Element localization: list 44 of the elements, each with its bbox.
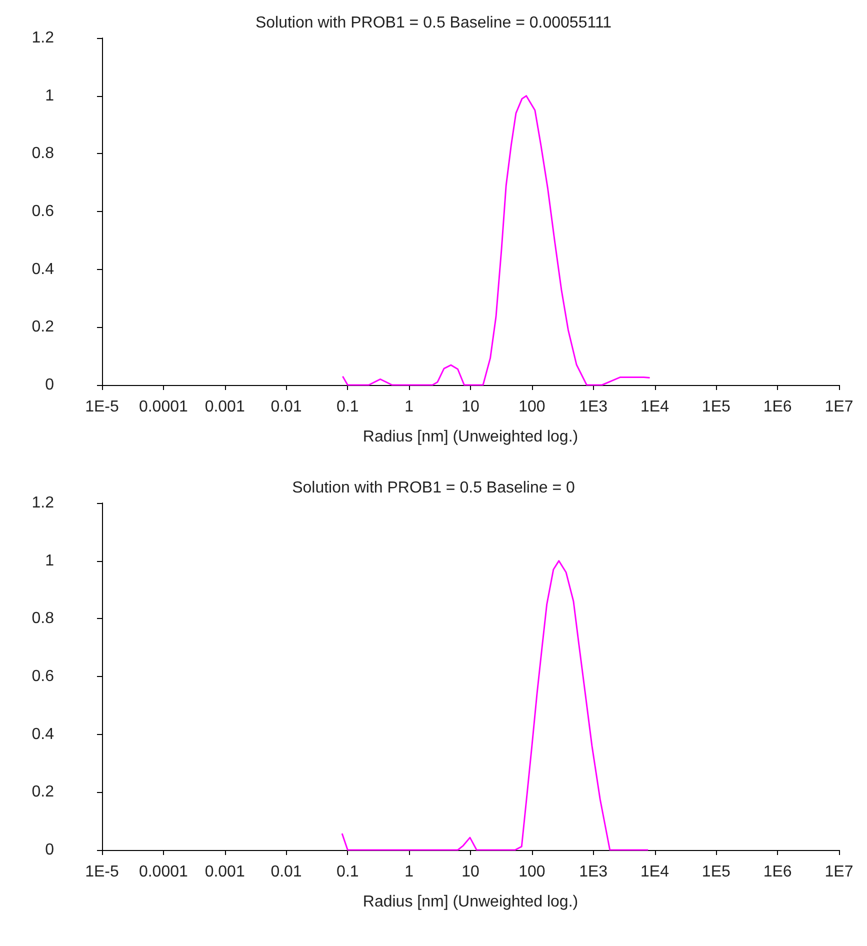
y-tick-label: 0.4 <box>32 260 54 278</box>
y-tick-label: 0 <box>45 842 54 858</box>
x-tick-label: 0.0001 <box>138 864 188 880</box>
x-tick-label: 1E-5 <box>85 864 119 880</box>
x-tick-label: 0.1 <box>336 398 359 416</box>
chart-title: Solution with PROB1 = 0.5 Baseline = 0.00055111 <box>255 14 612 32</box>
x-tick-label: 1E5 <box>702 398 731 416</box>
x-tick-label: 0.01 <box>270 864 302 880</box>
x-tick-label: 0.01 <box>270 398 302 416</box>
y-tick-label: 0 <box>45 376 54 394</box>
x-tick-label: 1 <box>404 398 414 416</box>
x-tick-label: 100 <box>518 398 546 416</box>
x-tick-label: 1E3 <box>579 864 608 880</box>
y-tick-label: 1.2 <box>32 30 54 46</box>
x-tick-label: 10 <box>462 864 480 880</box>
x-axis-title: Radius [nm] (Unweighted log.) <box>362 428 578 446</box>
x-tick-label: 0.1 <box>336 864 359 880</box>
y-tick-label: 0.6 <box>32 668 54 685</box>
x-tick-label: 1E6 <box>763 398 792 416</box>
y-tick-label: 0.2 <box>32 318 54 336</box>
y-tick-label: 0.2 <box>32 784 54 801</box>
x-tick-label: 1E3 <box>579 398 608 416</box>
x-tick-label: 1E6 <box>763 864 792 880</box>
x-tick-label: 1E7 <box>824 398 854 416</box>
x-tick-label: 100 <box>518 864 546 880</box>
chart-title: Solution with PROB1 = 0.5 Baseline = 0 <box>292 480 576 496</box>
x-tick-label: 1E4 <box>640 398 670 416</box>
x-tick-label: 10 <box>462 398 480 416</box>
x-tick-label: 0.001 <box>204 864 245 880</box>
x-tick-label: 0.0001 <box>138 398 188 416</box>
y-tick-label: 1 <box>45 87 54 104</box>
x-axis-title: Radius [nm] (Unweighted log.) <box>362 894 578 910</box>
x-tick-label: 0.001 <box>204 398 245 416</box>
x-tick-label: 1E4 <box>640 864 670 880</box>
y-tick-label: 1 <box>45 552 54 570</box>
y-tick-label: 0.4 <box>32 726 54 743</box>
x-tick-label: 1E-5 <box>85 398 119 416</box>
y-tick-label: 0.8 <box>32 610 54 628</box>
x-tick-label: 1E5 <box>702 864 731 880</box>
x-tick-label: 1E7 <box>824 864 854 880</box>
y-tick-label: 1.2 <box>32 494 54 512</box>
y-tick-label: 0.8 <box>32 145 54 162</box>
y-tick-label: 0.6 <box>32 203 54 220</box>
x-tick-label: 1 <box>404 864 414 880</box>
